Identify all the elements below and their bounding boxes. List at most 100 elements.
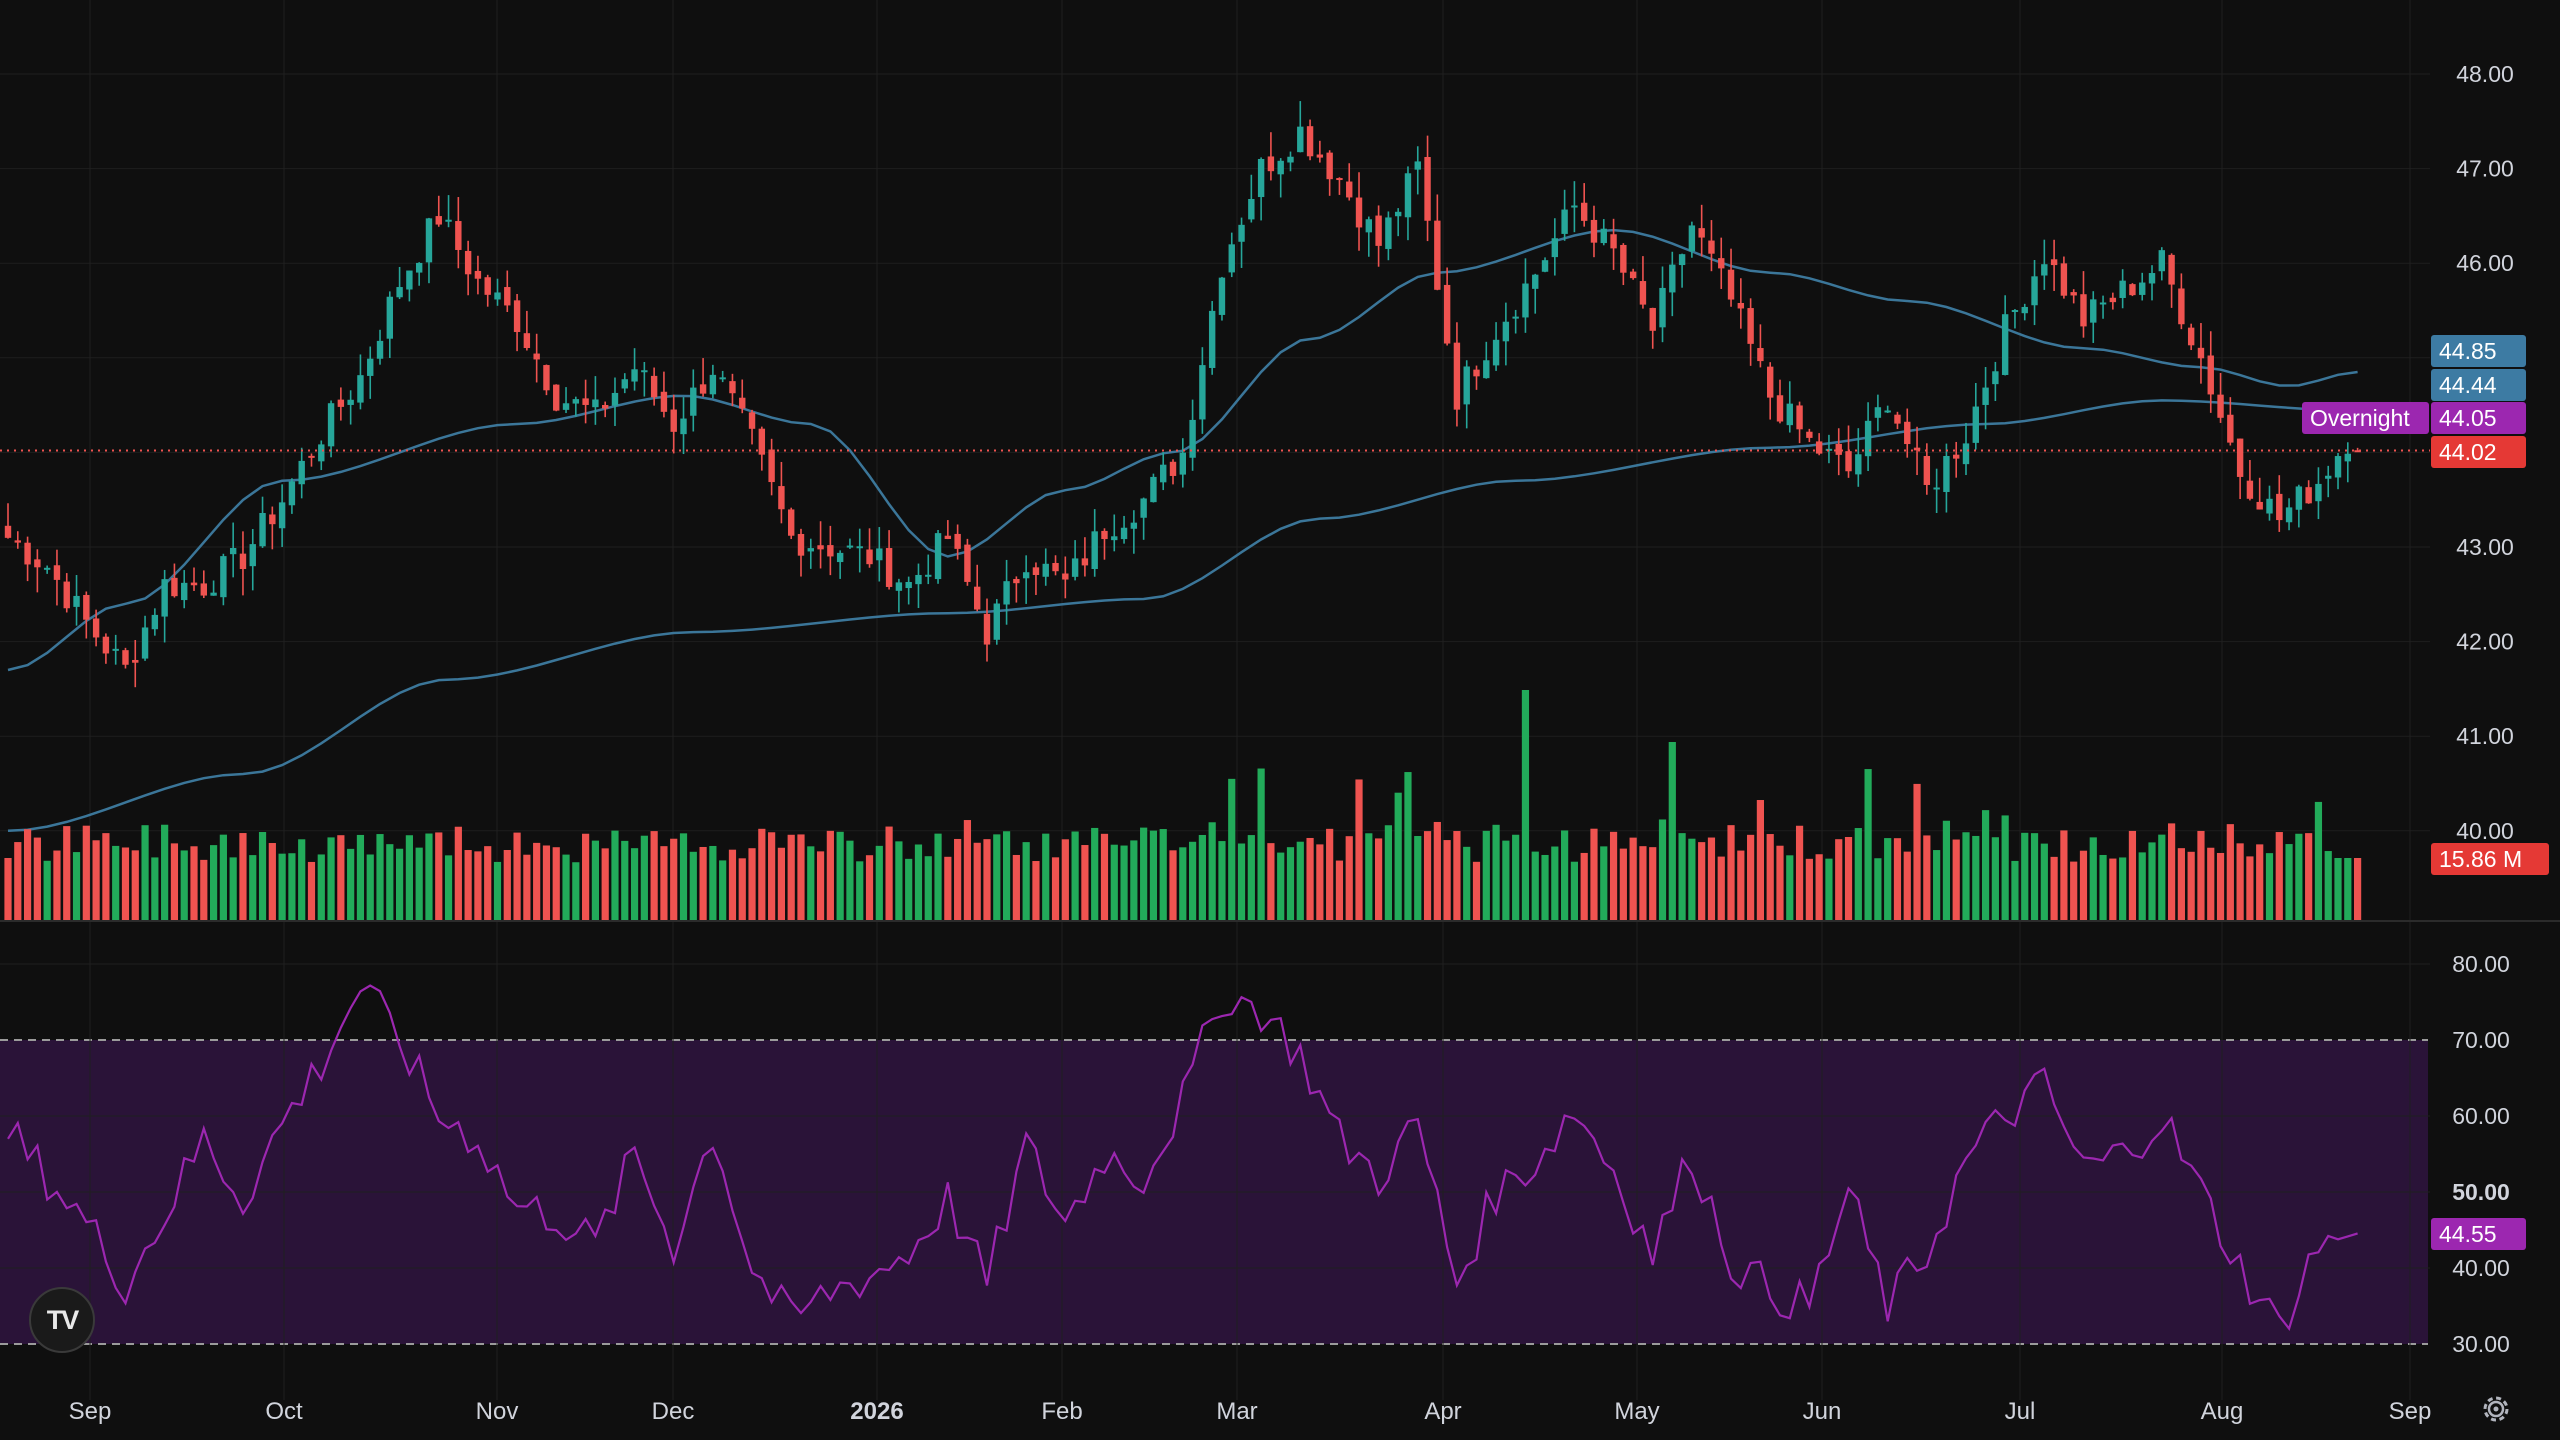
- volume-badge: 15.86 M: [2431, 843, 2549, 875]
- candle-body: [53, 565, 61, 580]
- volume-bar: [993, 834, 1001, 920]
- volume-bar: [2246, 856, 2254, 920]
- candle-body: [43, 567, 51, 570]
- volume-bar: [2089, 837, 2097, 920]
- candle-body: [1698, 228, 1705, 238]
- volume-bar: [1149, 830, 1158, 920]
- volume-bar: [1570, 861, 1578, 920]
- candle-body: [983, 613, 991, 645]
- tradingview-logo[interactable]: TV: [29, 1287, 95, 1353]
- candle-body: [817, 545, 824, 550]
- candle-body: [1747, 308, 1754, 344]
- volume-bar: [454, 826, 462, 920]
- candle-body: [709, 374, 717, 395]
- time-tick-label: Oct: [265, 1398, 303, 1425]
- candle-body: [2041, 264, 2048, 276]
- volume-bar: [347, 848, 355, 920]
- candle-body: [944, 535, 952, 539]
- volume-bar: [444, 855, 453, 920]
- volume-bar: [1228, 778, 1236, 920]
- volume-bar: [298, 839, 306, 920]
- volume-bar: [2158, 834, 2166, 920]
- volume-bar: [1100, 833, 1109, 920]
- candle-body: [1306, 126, 1314, 157]
- volume-bar: [121, 847, 130, 920]
- candle-body: [2129, 284, 2136, 296]
- volume-bar: [2040, 843, 2048, 920]
- candle-body: [1600, 228, 1607, 244]
- volume-bar: [748, 848, 756, 920]
- volume-bar: [484, 846, 492, 920]
- volume-bar: [533, 842, 541, 920]
- candle-body: [905, 582, 912, 589]
- candle-body: [1659, 287, 1666, 328]
- volume-bar: [1414, 836, 1422, 920]
- candle-body: [562, 403, 570, 410]
- candle-body: [1796, 405, 1803, 430]
- volume-bar: [954, 838, 962, 920]
- volume-bar: [1061, 839, 1069, 920]
- candle-body: [1864, 420, 1872, 457]
- candle-body: [1218, 277, 1226, 315]
- candle-body: [2070, 292, 2077, 296]
- volume-bar: [2167, 823, 2176, 920]
- candle-body: [866, 549, 873, 565]
- volume-bar: [53, 850, 61, 920]
- volume-bar: [523, 854, 531, 920]
- candle-body: [1375, 215, 1382, 246]
- candle-body: [288, 481, 296, 506]
- volume-bar: [1091, 827, 1099, 920]
- settings-gear-icon[interactable]: [2477, 1390, 2515, 1428]
- volume-bar: [1815, 854, 1823, 920]
- volume-bar: [307, 861, 316, 920]
- candle-body: [1815, 441, 1823, 454]
- candle-body: [778, 486, 785, 510]
- candle-body: [513, 300, 521, 333]
- candle-body: [1943, 456, 1950, 492]
- candle-body: [670, 409, 677, 432]
- candle-body: [1953, 454, 1960, 459]
- volume-bar: [591, 840, 599, 920]
- volume-bar: [1649, 847, 1657, 920]
- candle-body: [1580, 202, 1588, 221]
- volume-bar: [582, 833, 590, 920]
- volume-bar: [356, 834, 365, 920]
- price-tick-label: 48.00: [2456, 61, 2514, 87]
- candle-body: [1414, 161, 1421, 170]
- candle-body: [1718, 258, 1725, 269]
- volume-bar: [1844, 836, 1853, 920]
- volume-bar: [1991, 837, 1999, 920]
- volume-bar: [2148, 842, 2156, 920]
- candle-body: [1346, 181, 1353, 198]
- volume-bar: [1002, 831, 1011, 920]
- overnight-label-badge: Overnight: [2302, 402, 2429, 434]
- volume-bar: [1237, 843, 1246, 920]
- volume-bar: [1159, 829, 1167, 920]
- candle-body: [1130, 522, 1138, 529]
- candle-body: [1091, 531, 1098, 570]
- volume-bar: [1717, 856, 1725, 920]
- candle-body: [1111, 536, 1118, 541]
- volume-bar: [542, 845, 551, 920]
- candle-body: [1150, 476, 1157, 503]
- volume-bar: [816, 851, 825, 920]
- candle-body: [1590, 219, 1598, 243]
- candle-body: [1248, 199, 1255, 220]
- last-price-badge: 44.02: [2431, 436, 2526, 468]
- candle-body: [1287, 156, 1294, 163]
- volume-bar: [640, 835, 648, 920]
- volume-bar: [1737, 850, 1745, 920]
- candle-body: [827, 545, 834, 557]
- volume-bar: [679, 833, 688, 920]
- logo-text: TV: [46, 1304, 79, 1335]
- volume-bar: [1590, 828, 1598, 920]
- time-axis[interactable]: Sep Oct Nov Dec 2026 Feb Mar Apr May Jun Jul Aug Sep: [69, 1398, 2432, 1425]
- candle-body: [112, 648, 119, 651]
- volume-bar: [1952, 839, 1960, 920]
- time-tick-label: May: [1614, 1398, 1659, 1425]
- candle-body: [2354, 450, 2361, 453]
- volume-bar: [2128, 830, 2137, 920]
- volume-bar: [1355, 779, 1363, 920]
- volume-bar: [317, 854, 325, 920]
